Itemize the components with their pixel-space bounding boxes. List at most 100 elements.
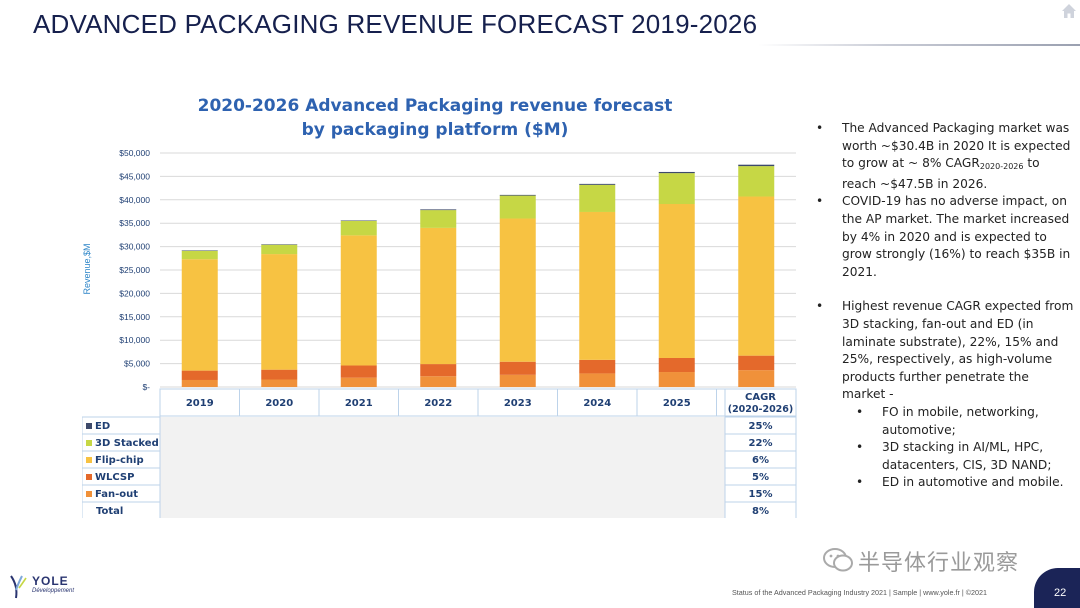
bar-segment-wlcsp bbox=[499, 361, 536, 375]
category-label: 2022 bbox=[424, 398, 452, 409]
yole-logo-icon bbox=[10, 575, 27, 599]
legend-swatch bbox=[86, 474, 92, 480]
table-body-shade bbox=[160, 417, 725, 518]
table-header-row bbox=[159, 388, 726, 417]
bar-segment-flip-chip bbox=[499, 218, 536, 362]
y-tick-label: $40,000 bbox=[119, 195, 150, 205]
logo-name: YOLE bbox=[32, 574, 69, 588]
home-icon[interactable] bbox=[1060, 2, 1078, 20]
bar-segment-ed bbox=[579, 183, 616, 185]
page-badge bbox=[1034, 568, 1080, 608]
gridlines bbox=[160, 152, 796, 388]
bar-segment-ed bbox=[499, 194, 536, 196]
bar-segment-flip-chip bbox=[738, 196, 775, 356]
y-tick-label: $5,000 bbox=[124, 359, 150, 369]
y-tick-label: $20,000 bbox=[119, 288, 150, 298]
bar-segment-flip-chip bbox=[658, 204, 695, 358]
y-tick-label: $15,000 bbox=[119, 312, 150, 322]
cagr-value: 25% bbox=[749, 421, 773, 432]
legend-swatch bbox=[86, 423, 92, 429]
category-label: 2025 bbox=[663, 398, 691, 409]
y-tick-label: $35,000 bbox=[119, 218, 150, 228]
legend-cell bbox=[82, 416, 161, 435]
bullet-market-size: The Advanced Packaging market was worth … bbox=[816, 120, 1074, 193]
bar-segment-flip-chip bbox=[340, 235, 377, 366]
title-underline bbox=[758, 44, 1080, 46]
category-label: 2023 bbox=[504, 398, 532, 409]
bullet-notes: The Advanced Packaging market was worth … bbox=[816, 120, 1074, 492]
bar-segment-3d-stacked bbox=[738, 166, 775, 197]
cagr-header-cell bbox=[724, 388, 797, 417]
legend-swatch bbox=[86, 457, 92, 463]
bar-segment-wlcsp bbox=[579, 359, 616, 374]
bar-segment-wlcsp bbox=[340, 365, 377, 378]
bar-segment-flip-chip bbox=[579, 211, 616, 360]
wechat-icon bbox=[823, 548, 853, 572]
y-tick-labels: $- $5,000 $10,000 $15,000 $20,000 $25,000 $30,… bbox=[119, 148, 150, 392]
cagr-value: 22% bbox=[749, 438, 773, 449]
bar-segment-wlcsp bbox=[420, 364, 457, 377]
chart-subtitle: by packaging platform ($M) bbox=[302, 120, 569, 140]
revenue-chart: 2020-2026 Advanced Packaging revenue for… bbox=[82, 96, 797, 518]
bar-segment-ed bbox=[738, 164, 775, 167]
cagr-header: CAGR bbox=[745, 392, 776, 403]
bar-segment-ed bbox=[658, 171, 695, 174]
legend-label: Flip-chip bbox=[95, 455, 144, 466]
bar-segment-fan-out bbox=[658, 372, 695, 387]
bar-segment-wlcsp bbox=[738, 355, 775, 371]
legend-swatch bbox=[86, 440, 92, 446]
chart-title: 2020-2026 Advanced Packaging revenue for… bbox=[198, 96, 673, 116]
legend-label: Total bbox=[96, 506, 123, 517]
bar-segment-fan-out bbox=[261, 379, 298, 387]
category-label: 2020 bbox=[265, 398, 293, 409]
legend-swatch bbox=[86, 491, 92, 497]
cagr-value: 6% bbox=[752, 455, 769, 466]
cagr-subscript: 2020-2026 bbox=[979, 162, 1024, 172]
bar-segment-wlcsp bbox=[658, 357, 695, 373]
y-tick-label: $- bbox=[142, 382, 150, 392]
category-label: 2019 bbox=[186, 398, 214, 409]
legend-label: WLCSP bbox=[95, 472, 134, 483]
bar-segment-ed bbox=[420, 209, 457, 211]
logo-subtitle: Développement bbox=[32, 588, 75, 594]
y-tick-label: $45,000 bbox=[119, 171, 150, 181]
bar-segment-flip-chip bbox=[420, 227, 457, 365]
bar-segment-fan-out bbox=[499, 374, 536, 387]
data-table: 20192020202120222023202420252026CAGR(202… bbox=[82, 388, 797, 518]
bar-segment-fan-out bbox=[181, 379, 218, 387]
bullet-market-size-text-end: to reach ~$47.5B in 2026. bbox=[842, 156, 1040, 191]
footer-text: Status of the Advanced Packaging Industr… bbox=[732, 588, 988, 597]
category-label: 2021 bbox=[345, 398, 373, 409]
bar-segment-3d-stacked bbox=[340, 220, 377, 236]
category-label: 2024 bbox=[583, 398, 611, 409]
bullet-market-size-text: The Advanced Packaging market was worth … bbox=[842, 121, 1071, 171]
bar-segment-fan-out bbox=[738, 370, 775, 387]
legend-cell bbox=[82, 501, 161, 518]
y-axis-label: Revenue,$M bbox=[82, 243, 92, 294]
y-tick-label: $50,000 bbox=[119, 148, 150, 158]
slide-title: ADVANCED PACKAGING REVENUE FORECAST 2019… bbox=[33, 9, 758, 39]
cagr-value: 5% bbox=[752, 472, 769, 483]
subbullet-3d: 3D stacking in AI/ML, HPC, datacenters, … bbox=[856, 439, 1074, 474]
bar-segment-fan-out bbox=[340, 377, 377, 387]
bullet-cagr: Highest revenue CAGR expected from 3D st… bbox=[816, 298, 1074, 404]
bar-segment-flip-chip bbox=[181, 259, 218, 371]
bar-segment-wlcsp bbox=[181, 370, 218, 380]
cagr-cell bbox=[724, 501, 797, 518]
bar-segment-flip-chip bbox=[261, 254, 298, 370]
bar-segment-fan-out bbox=[420, 376, 457, 387]
bar-segment-fan-out bbox=[579, 373, 616, 387]
subbullet-ed: ED in automotive and mobile. bbox=[856, 474, 1074, 492]
cagr-value: 8% bbox=[752, 506, 769, 517]
bar-segment-3d-stacked bbox=[181, 250, 218, 260]
legend-label: ED bbox=[95, 421, 110, 432]
bar-segment-3d-stacked bbox=[499, 195, 536, 219]
cagr-subheader: (2020-2026) bbox=[728, 404, 794, 415]
y-tick-label: $30,000 bbox=[119, 242, 150, 252]
chart-panel: 2020-2026 Advanced Packaging revenue for… bbox=[82, 82, 800, 518]
bullet-covid: COVID-19 has no adverse impact, on the A… bbox=[816, 193, 1074, 281]
bar-segment-3d-stacked bbox=[579, 184, 616, 212]
legend-label: Fan-out bbox=[95, 489, 138, 500]
bar-segment-3d-stacked bbox=[420, 210, 457, 228]
legend-label: 3D Stacked bbox=[95, 438, 159, 449]
